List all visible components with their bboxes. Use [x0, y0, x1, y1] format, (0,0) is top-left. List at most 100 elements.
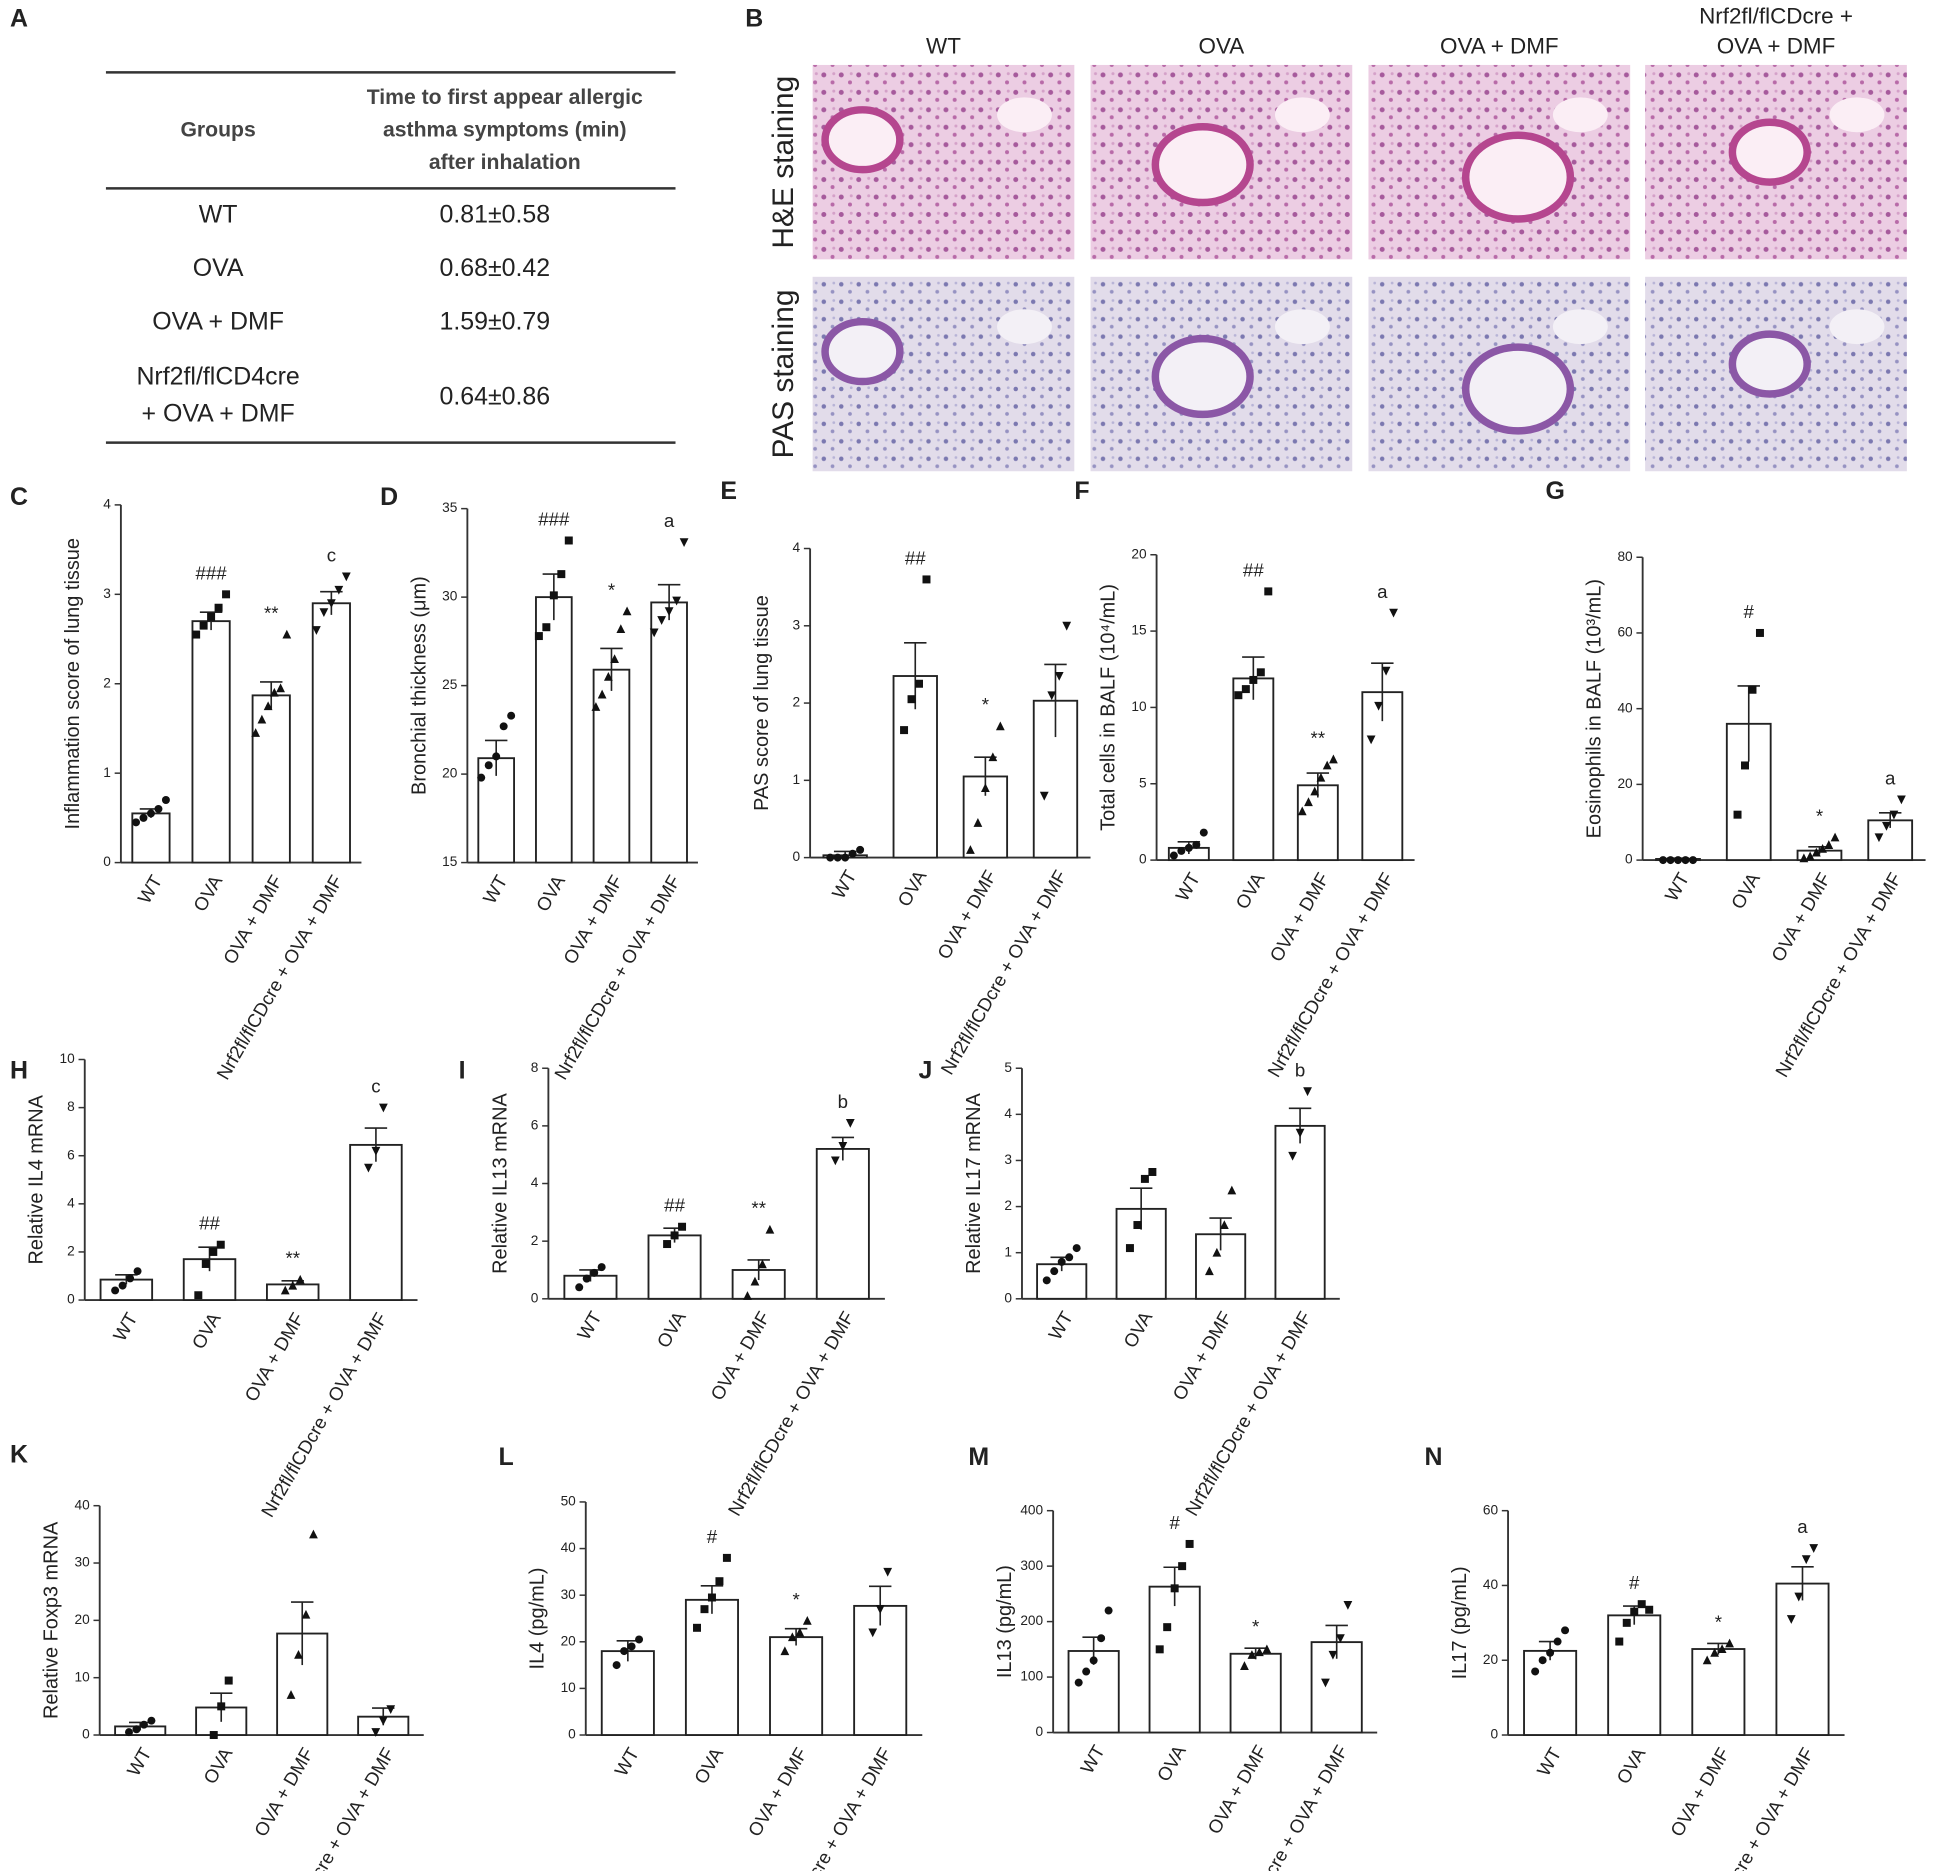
error-bar — [1244, 1647, 1267, 1660]
y-tick-label: 0 — [1004, 1290, 1012, 1305]
data-point — [1219, 1220, 1229, 1230]
data-point — [1531, 1667, 1540, 1676]
data-point — [1809, 1544, 1819, 1553]
significance-label: # — [1169, 1512, 1180, 1533]
bar — [1296, 784, 1339, 862]
x-tick-label: WT — [133, 872, 166, 908]
data-point — [194, 1291, 203, 1300]
y-tick-label: 20 — [75, 1612, 91, 1627]
y-tick-label: 20 — [1483, 1652, 1499, 1667]
bar — [1232, 677, 1275, 862]
data-point — [922, 575, 931, 584]
data-point — [378, 1716, 388, 1726]
data-point — [841, 853, 850, 862]
y-tick-label: 200 — [1020, 1613, 1043, 1628]
column-header: OVA — [1199, 33, 1245, 58]
alveolar-space — [1829, 97, 1885, 133]
y-axis-label: Bronchial thickness (μm) — [408, 576, 430, 795]
bar — [684, 1598, 739, 1736]
significance-label: ## — [199, 1213, 220, 1234]
data-point — [1097, 1634, 1106, 1643]
y-tick-label: 40 — [1483, 1577, 1499, 1592]
bar — [769, 1636, 824, 1736]
data-point — [379, 1103, 388, 1113]
bar — [592, 668, 631, 864]
data-point — [341, 572, 351, 582]
y-tick-label: 0 — [1490, 1727, 1498, 1742]
data-point — [679, 538, 689, 548]
y-tick-label: 2 — [103, 675, 111, 690]
significance-label: * — [982, 694, 989, 715]
panel-letter: G — [1545, 477, 1564, 505]
data-point — [1199, 828, 1208, 837]
data-point — [830, 1156, 840, 1166]
data-point — [1234, 691, 1243, 700]
data-point — [833, 853, 842, 862]
significance-label: ** — [264, 603, 279, 624]
data-point — [1074, 1678, 1083, 1687]
x-tick-label: WT — [123, 1744, 156, 1780]
airway — [1151, 334, 1254, 419]
data-point — [1140, 1174, 1149, 1183]
error-bar — [1791, 1565, 1814, 1601]
data-point — [868, 1628, 878, 1638]
airway — [1151, 123, 1254, 207]
data-point — [263, 701, 273, 711]
x-tick-label: OVA — [1727, 869, 1764, 913]
significance-label: # — [1629, 1572, 1640, 1593]
y-tick-label: 0 — [568, 1727, 576, 1742]
data-point — [542, 623, 551, 632]
data-point — [1185, 1539, 1194, 1548]
data-point — [282, 629, 292, 639]
y-tick-label: 60 — [1617, 625, 1633, 640]
significance-label: * — [1252, 1616, 1259, 1637]
data-point — [795, 1627, 805, 1637]
y-tick-label: 25 — [442, 677, 458, 692]
y-tick-label: 4 — [793, 540, 801, 555]
y-tick-label: 35 — [442, 500, 458, 515]
y-tick-label: 1 — [103, 765, 111, 780]
y-tick-label: 1 — [1004, 1244, 1012, 1259]
significance-label: ### — [538, 508, 570, 529]
data-point — [214, 603, 223, 612]
data-point — [257, 714, 267, 724]
y-axis-label: Relative IL13 mRNA — [489, 1093, 511, 1274]
data-point — [848, 849, 857, 858]
x-tick-label: WT — [1661, 869, 1694, 905]
y-tick-label: 10 — [1131, 699, 1147, 714]
alveolar-space — [1552, 97, 1608, 133]
data-point — [1057, 1257, 1066, 1266]
y-tick-label: 3 — [103, 586, 111, 601]
data-point — [280, 1285, 290, 1295]
data-point — [286, 1690, 296, 1699]
alveolar-space — [1274, 309, 1330, 345]
data-point — [1240, 1661, 1249, 1670]
data-point — [1659, 856, 1668, 865]
data-point — [657, 616, 667, 625]
data-point — [1622, 1618, 1631, 1627]
data-point — [1755, 628, 1764, 637]
data-point — [1054, 672, 1064, 681]
data-point — [1681, 856, 1690, 865]
data-point — [1062, 621, 1072, 631]
y-tick-label: 40 — [75, 1497, 91, 1512]
data-point — [201, 1259, 210, 1268]
data-point — [1125, 1244, 1134, 1253]
table-cell: 0.68±0.42 — [439, 254, 550, 282]
x-tick-label: WT — [109, 1309, 142, 1345]
data-point — [1050, 1267, 1059, 1276]
data-point — [1047, 691, 1057, 701]
y-tick-label: 0 — [793, 849, 801, 864]
panel-letter: D — [380, 483, 398, 511]
data-point — [192, 630, 201, 639]
data-point — [1645, 1605, 1654, 1614]
data-point — [1688, 856, 1697, 865]
table-header: Time to first appear allergic — [367, 86, 643, 109]
data-point — [154, 804, 163, 813]
error-bar — [1044, 663, 1067, 738]
data-point — [1717, 1644, 1727, 1654]
data-point — [1178, 1562, 1187, 1571]
x-tick-label: OVA — [690, 1743, 727, 1787]
y-tick-label: 4 — [1004, 1106, 1012, 1121]
bar — [600, 1650, 655, 1736]
